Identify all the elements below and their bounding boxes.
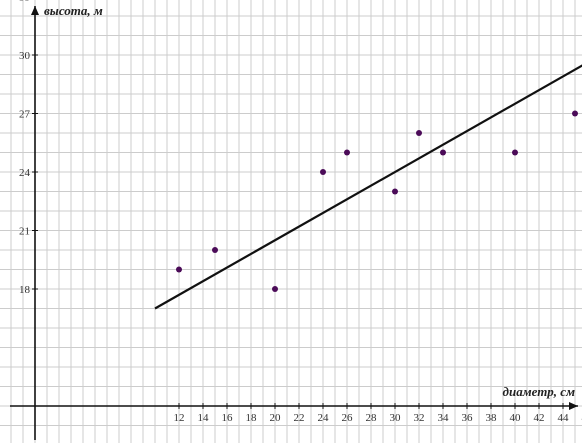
data-point [416, 130, 422, 136]
y-tick-label: 33 [19, 0, 31, 4]
x-tick-label: 14 [198, 412, 210, 424]
x-tick-label: 28 [366, 412, 378, 424]
x-tick-label: 12 [174, 412, 185, 424]
data-point [212, 247, 218, 253]
x-tick-labels: 1214161820222426283032343638404244464850… [174, 403, 582, 424]
data-point [272, 286, 278, 292]
y-tick-labels: 18 21 24 27 30 33 [19, 0, 38, 296]
data-point [344, 149, 350, 156]
x-tick-label: 30 [390, 412, 402, 424]
x-tick-label: 38 [486, 412, 498, 424]
data-point [572, 110, 578, 117]
y-tick-label: 18 [19, 284, 31, 296]
y-tick-label: 21 [19, 226, 30, 238]
x-tick-label: 22 [294, 412, 305, 424]
data-point [320, 169, 326, 175]
data-point [512, 149, 518, 156]
x-axis-arrow [569, 402, 578, 410]
x-tick-label: 40 [510, 412, 522, 424]
x-tick-label: 16 [222, 412, 234, 424]
x-tick-label: 18 [246, 412, 258, 424]
x-tick-label: 42 [534, 412, 545, 424]
data-point [392, 188, 398, 195]
y-tick-label: 27 [19, 109, 31, 121]
x-tick-label: 44 [558, 412, 570, 424]
y-axis-arrow [31, 6, 39, 15]
data-point [440, 149, 446, 156]
x-tick-label: 26 [342, 412, 354, 424]
y-tick-label: 24 [19, 167, 31, 179]
data-points [176, 110, 578, 292]
x-tick-label: 34 [438, 412, 450, 424]
x-tick-label: 20 [270, 412, 282, 424]
x-tick-label: 24 [318, 412, 330, 424]
trend-line [154, 64, 582, 310]
x-axis-title: диаметр, см [503, 384, 576, 399]
y-tick-label: 30 [19, 50, 31, 62]
y-axis-title: высота, м [44, 3, 103, 18]
x-tick-label: 36 [462, 412, 474, 424]
axes [10, 6, 578, 440]
x-tick-label: 32 [414, 412, 425, 424]
data-point [176, 266, 182, 273]
